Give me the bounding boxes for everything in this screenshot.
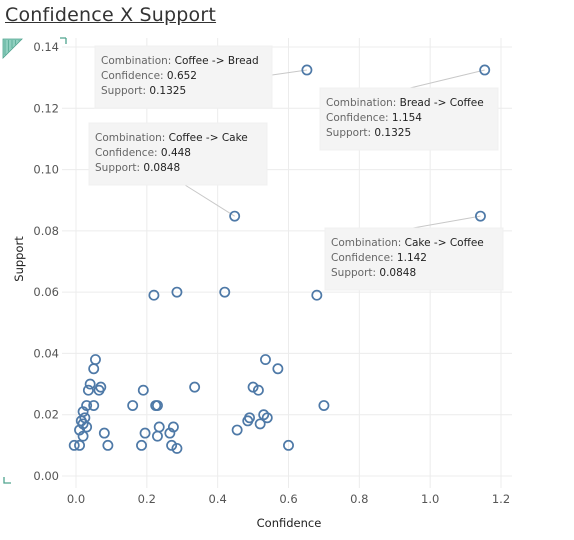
annotation-key: Confidence: (95, 147, 161, 159)
annotation-value: Coffee -> Cake (169, 132, 248, 144)
annotation-row: Confidence: 0.652 (101, 70, 197, 82)
annotation-row: Confidence: 0.448 (95, 147, 191, 159)
data-point[interactable] (137, 441, 146, 450)
annotation-row: Support: 0.0848 (95, 162, 180, 174)
annotation-row: Support: 0.1325 (101, 85, 186, 97)
x-tick-label: 0.2 (138, 492, 156, 506)
y-tick-label: 0.10 (33, 163, 59, 177)
annotation-value: 1.154 (392, 112, 422, 124)
corner-mark-bottom (4, 477, 11, 483)
data-point[interactable] (91, 355, 100, 364)
data-point[interactable] (100, 429, 109, 438)
annotation-key: Combination: (326, 97, 400, 109)
annotation-value: 1.142 (397, 252, 427, 264)
data-point[interactable] (261, 355, 270, 364)
annotation-value: 0.0848 (379, 267, 416, 279)
data-point[interactable] (128, 401, 137, 410)
annotation-row: Support: 0.1325 (326, 127, 411, 139)
data-point[interactable] (190, 383, 199, 392)
data-point[interactable] (84, 386, 93, 395)
annotation-key: Confidence: (331, 252, 397, 264)
annotation-value: Coffee -> Bread (175, 55, 259, 67)
data-point[interactable] (103, 441, 112, 450)
annotation-key: Combination: (331, 237, 405, 249)
annotation-row: Confidence: 1.142 (331, 252, 427, 264)
annotation-key: Support: (101, 85, 149, 97)
annotation-box: Combination: Coffee -> Cake Confidence: 0… (89, 123, 267, 185)
data-point[interactable] (86, 379, 95, 388)
annotation-row: Combination: Bread -> Coffee (326, 97, 484, 109)
corner-mark-top (60, 38, 66, 44)
y-tick-label: 0.02 (33, 408, 59, 422)
annotation-row: Combination: Cake -> Coffee (331, 237, 484, 249)
annotation-box: Combination: Coffee -> Bread Confidence: … (95, 46, 272, 108)
y-tick-label: 0.12 (33, 101, 59, 115)
annotation-box: Combination: Cake -> Coffee Confidence: 1… (325, 228, 503, 290)
annotation-key: Combination: (101, 55, 175, 67)
annotation-key: Confidence: (326, 112, 392, 124)
annotation-key: Support: (326, 127, 374, 139)
data-point[interactable] (476, 212, 485, 221)
x-tick-label: 0.4 (209, 492, 227, 506)
annotation-value: 0.1325 (149, 85, 186, 97)
annotation-key: Combination: (95, 132, 169, 144)
annotations: Combination: Coffee -> Bread Confidence: … (89, 46, 503, 290)
data-point[interactable] (319, 401, 328, 410)
x-tick-label: 0.0 (67, 492, 85, 506)
y-axis-ticks: 0.00 0.02 0.04 0.06 0.08 0.10 0.12 0.14 (33, 40, 59, 483)
y-tick-label: 0.04 (33, 346, 59, 360)
data-point[interactable] (155, 422, 164, 431)
y-axis-title: Support (12, 236, 26, 282)
y-tick-label: 0.00 (33, 469, 59, 483)
annotation-leader-line (413, 216, 480, 228)
x-tick-label: 0.6 (279, 492, 297, 506)
annotation-row: Support: 0.0848 (331, 267, 416, 279)
annotation-leader-line (410, 70, 485, 88)
data-point[interactable] (273, 364, 282, 373)
annotation-key: Support: (95, 162, 143, 174)
x-tick-label: 1.2 (492, 492, 510, 506)
data-point[interactable] (233, 425, 242, 434)
x-tick-label: 0.8 (350, 492, 368, 506)
data-point[interactable] (140, 429, 149, 438)
annotation-value: 0.652 (167, 70, 197, 82)
annotation-value: Bread -> Coffee (400, 97, 484, 109)
annotation-leader-line (185, 185, 235, 216)
annotation-value: 0.0848 (143, 162, 180, 174)
annotation-row: Combination: Coffee -> Bread (101, 55, 259, 67)
annotation-key: Support: (331, 267, 379, 279)
annotation-row: Combination: Coffee -> Cake (95, 132, 248, 144)
y-tick-label: 0.06 (33, 285, 59, 299)
x-tick-label: 1.0 (421, 492, 439, 506)
annotation-key: Confidence: (101, 70, 167, 82)
x-axis-title: Confidence (257, 516, 322, 530)
annotation-value: Cake -> Coffee (405, 237, 484, 249)
data-point[interactable] (94, 386, 103, 395)
data-point[interactable] (153, 432, 162, 441)
x-axis-ticks: 0.0 0.2 0.4 0.6 0.8 1.0 1.2 (67, 492, 510, 506)
y-tick-label: 0.14 (33, 40, 59, 54)
annotation-value: 0.1325 (374, 127, 411, 139)
marks-triangle-icon (3, 39, 22, 58)
y-tick-label: 0.08 (33, 224, 59, 238)
annotation-box: Combination: Bread -> Coffee Confidence: … (320, 88, 498, 150)
annotation-row: Confidence: 1.154 (326, 112, 422, 124)
data-point[interactable] (89, 364, 98, 373)
annotation-value: 0.448 (161, 147, 191, 159)
